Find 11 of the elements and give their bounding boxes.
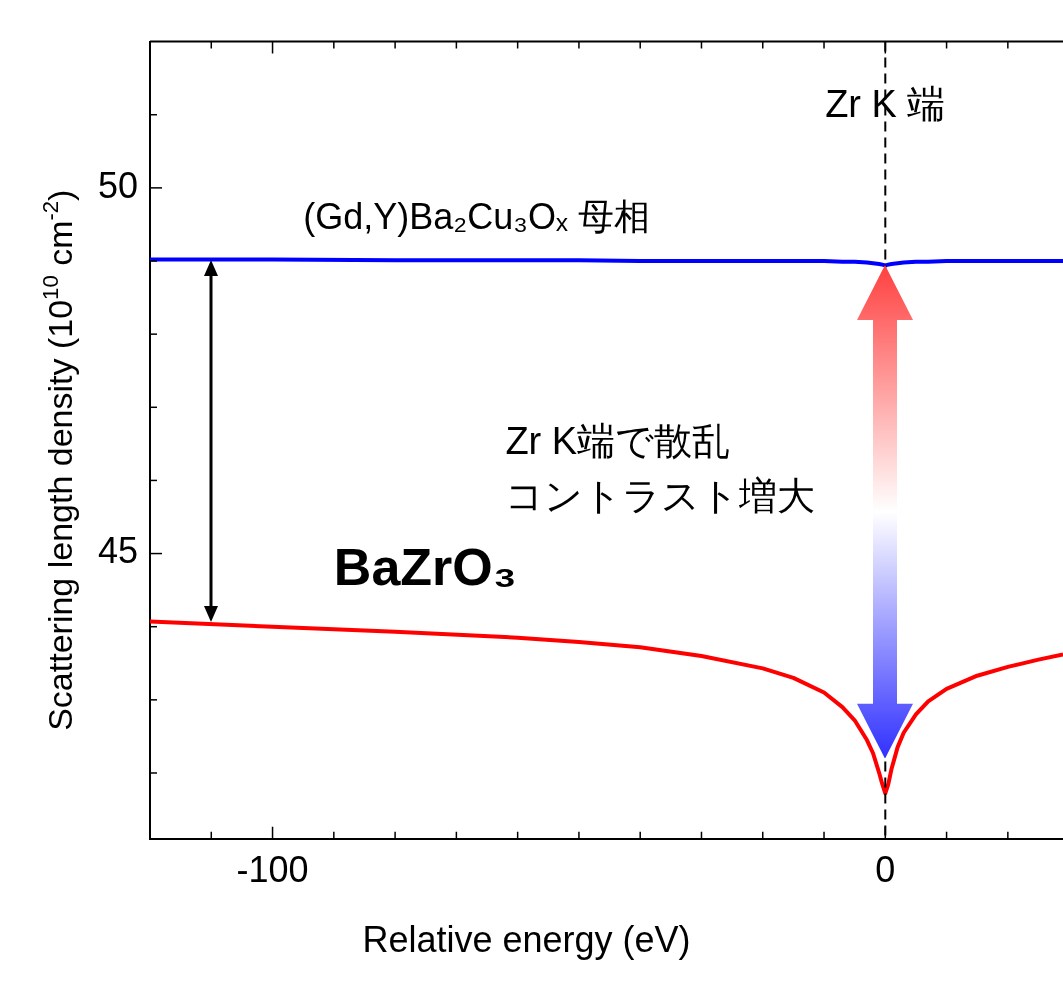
annotation: Zr K端で散乱	[505, 420, 731, 463]
x-tick-label: -100	[236, 849, 309, 891]
y-axis-title: Scattering length density (1010 cm-2)	[38, 189, 79, 731]
ref-line-label: Zr K 端	[825, 83, 946, 126]
y-tick-label: 45	[97, 530, 138, 572]
x-tick-label: 0	[875, 849, 896, 891]
series-label: (Gd,Y)Ba₂Cu₃Oₓ 母相	[303, 196, 650, 238]
annotation: コントラスト増大	[505, 475, 816, 518]
series-label: BaZrO₃	[333, 537, 517, 596]
x-axis-title: Relative energy (eV)	[362, 919, 691, 960]
y-tick-label: 50	[97, 164, 138, 206]
